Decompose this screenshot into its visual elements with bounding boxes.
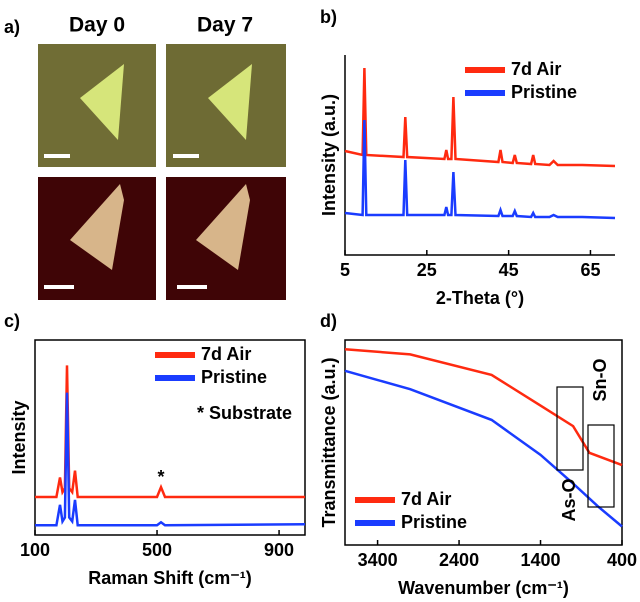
- scale-bar: [44, 154, 70, 158]
- x-axis-label: Raman Shift (cm⁻¹): [88, 568, 252, 588]
- annotation: Sn-O: [590, 359, 610, 402]
- column-title: Day 7: [197, 14, 253, 37]
- flake: [70, 184, 124, 270]
- x-tick-label: 5: [340, 260, 350, 280]
- flake: [208, 64, 252, 140]
- chart: b) 5 25 45 65 2-Theta (°) Intensity (a.u.) 7d A…: [319, 7, 616, 308]
- region-box: [587, 424, 615, 508]
- panel-label: c): [4, 311, 20, 331]
- x-tick-label: 2400: [439, 550, 479, 570]
- y-axis-label: Intensity (a.u.): [319, 94, 339, 216]
- plot-frame: [344, 339, 623, 546]
- legend-label: Pristine: [201, 367, 267, 387]
- panel-label: d): [320, 311, 337, 331]
- series-line: [344, 119, 616, 220]
- series-line: [344, 347, 623, 467]
- x-tick-label: 400: [607, 550, 637, 570]
- x-tick-label: 500: [142, 540, 172, 560]
- series-line: [344, 369, 623, 528]
- annotation: As-O: [559, 478, 579, 521]
- column-title: Day 0: [69, 14, 125, 37]
- annotation: * Substrate: [197, 403, 292, 423]
- annotation: *: [157, 467, 164, 487]
- image-panel: a) Day 0 Day 7: [4, 14, 286, 300]
- panel-label: b): [320, 7, 337, 27]
- panel-label: a): [4, 17, 20, 37]
- x-tick-label: 900: [264, 540, 294, 560]
- scale-bar: [177, 285, 207, 289]
- series-line: [344, 67, 616, 168]
- region-box: [556, 386, 584, 471]
- x-tick-label: 25: [417, 260, 437, 280]
- x-tick-label: 65: [580, 260, 600, 280]
- x-tick-label: 1400: [521, 550, 561, 570]
- legend-label: 7d Air: [511, 59, 561, 79]
- scale-bar: [44, 285, 74, 289]
- flake: [80, 64, 124, 140]
- x-tick-label: 45: [499, 260, 519, 280]
- x-axis-label: 2-Theta (°): [436, 288, 524, 308]
- x-axis-label: Wavenumber (cm⁻¹): [398, 578, 569, 598]
- flake: [196, 184, 250, 270]
- legend-label: 7d Air: [401, 489, 451, 509]
- x-tick-label: 3400: [358, 550, 398, 570]
- legend-label: Pristine: [511, 82, 577, 102]
- plot-frame: [34, 339, 306, 536]
- series-line: [35, 365, 305, 499]
- x-tick-label: 100: [20, 540, 50, 560]
- legend-label: Pristine: [401, 512, 467, 532]
- y-axis-label: Transmittance (a.u.): [319, 357, 339, 527]
- y-axis-label: Intensity: [9, 400, 29, 474]
- chart: d) 3400 2400 1400 400 Wavenumber (cm⁻¹) Transm…: [319, 311, 637, 598]
- series-line: [35, 392, 306, 527]
- scale-bar: [173, 154, 199, 158]
- chart: c) 100 500 900 Raman Shift (cm⁻¹) Intensity 7d…: [4, 311, 306, 588]
- legend-label: 7d Air: [201, 344, 251, 364]
